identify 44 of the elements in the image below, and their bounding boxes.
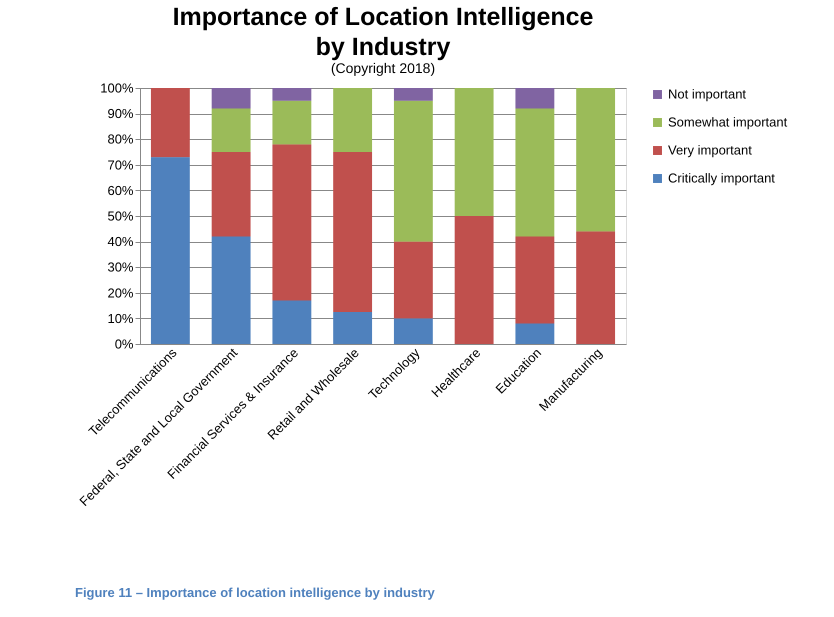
legend-label: Not important <box>668 86 746 102</box>
bar <box>272 300 312 344</box>
y-tick-label: 20% <box>107 285 134 300</box>
bar <box>272 88 312 101</box>
y-tick-label: 0% <box>114 336 134 352</box>
bar <box>394 100 433 242</box>
y-tick-label: 10% <box>107 310 134 326</box>
bar <box>150 157 190 344</box>
text: by Industry <box>316 33 450 61</box>
bar <box>150 88 190 158</box>
bar <box>454 88 494 216</box>
legend-label: Somewhat important <box>668 114 788 130</box>
bar <box>394 318 433 344</box>
y-tick-label: 90% <box>107 106 134 122</box>
bar <box>212 88 251 108</box>
bar <box>212 108 251 152</box>
chart-subtitle: (Copyright 2018) <box>330 60 436 76</box>
y-tick-label: 80% <box>107 132 134 147</box>
bar <box>576 231 616 344</box>
bar <box>333 152 372 312</box>
bar <box>515 108 554 236</box>
caption: Figure 11 – Importance of location intelligence by industry <box>75 585 436 600</box>
bar <box>454 216 494 344</box>
bar <box>333 312 372 344</box>
text: Importance of Location Intelligence <box>172 3 594 31</box>
y-tick-label: 50% <box>107 208 134 224</box>
legend-label: Critically important <box>668 170 776 186</box>
bar <box>212 152 251 236</box>
legend-label: Very important <box>668 142 752 158</box>
bar <box>333 88 372 152</box>
bar <box>272 100 312 144</box>
y-tick-label: 60% <box>107 182 134 198</box>
bar <box>212 236 251 344</box>
y-tick-label: 70% <box>107 157 134 172</box>
bar <box>576 88 616 232</box>
y-tick-label: 30% <box>107 260 134 275</box>
y-tick-label: 40% <box>107 234 134 250</box>
bar <box>394 242 433 318</box>
bar <box>515 324 554 344</box>
y-tick-label: 100% <box>100 80 134 96</box>
bar <box>515 88 554 108</box>
bar <box>394 88 433 101</box>
bar <box>272 144 312 300</box>
bar <box>515 236 554 324</box>
